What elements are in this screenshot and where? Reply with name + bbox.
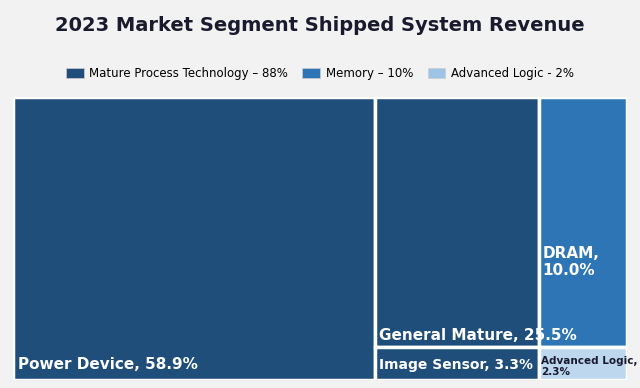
Text: Image Sensor, 3.3%: Image Sensor, 3.3% — [379, 358, 533, 372]
Bar — [374, 97, 539, 347]
Bar — [539, 347, 627, 380]
Text: General Mature, 25.5%: General Mature, 25.5% — [379, 328, 577, 343]
Text: Advanced Logic,
2.3%: Advanced Logic, 2.3% — [541, 356, 637, 378]
Bar — [13, 97, 374, 380]
Text: DRAM,
10.0%: DRAM, 10.0% — [543, 246, 599, 278]
Bar — [374, 347, 539, 380]
Bar — [539, 97, 627, 347]
Text: 2023 Market Segment Shipped System Revenue: 2023 Market Segment Shipped System Reven… — [55, 16, 585, 35]
Text: Power Device, 58.9%: Power Device, 58.9% — [18, 357, 198, 372]
Legend: Mature Process Technology – 88%, Memory – 10%, Advanced Logic - 2%: Mature Process Technology – 88%, Memory … — [61, 62, 579, 85]
